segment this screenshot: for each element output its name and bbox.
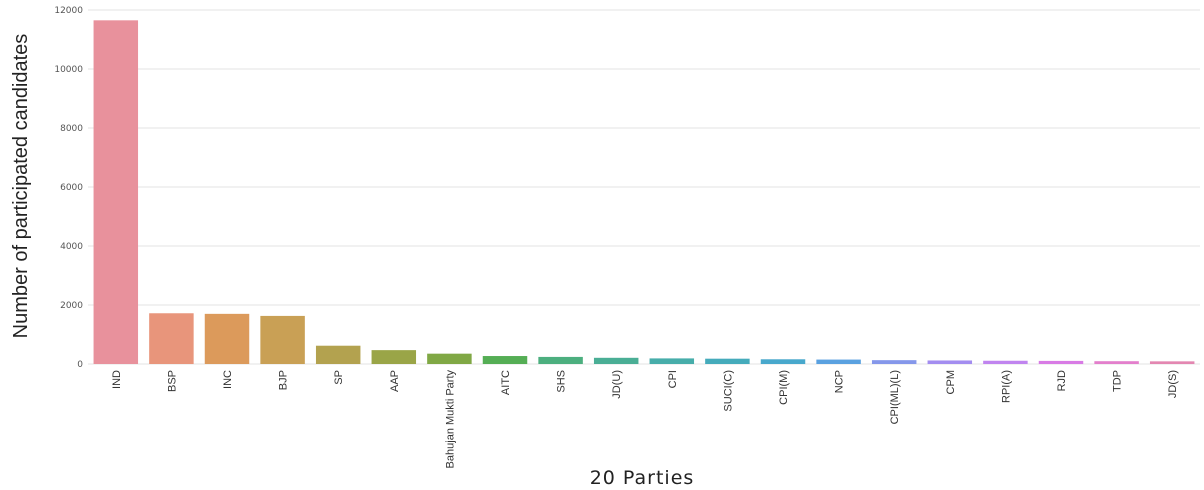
- bars: [93, 20, 1195, 364]
- grid-lines: [88, 9, 1200, 365]
- bar-jd-s: [1149, 361, 1195, 364]
- bar-suci-c: [705, 358, 750, 364]
- x-tick-label: SHS: [556, 370, 568, 393]
- y-tick-label: 8000: [60, 124, 83, 134]
- bar-rjd: [1038, 360, 1084, 364]
- x-tick-label: TDP: [1112, 370, 1124, 392]
- y-tick-label: 12000: [54, 6, 83, 16]
- bar-cpi: [649, 358, 695, 364]
- x-tick-label: JD(U): [611, 370, 623, 399]
- bar-ind: [93, 20, 139, 364]
- bar-inc: [204, 313, 250, 364]
- y-tick-label: 6000: [60, 183, 83, 193]
- x-tick-label: RPI(A): [1000, 370, 1012, 403]
- x-tick-label: SUCI(C): [722, 370, 734, 412]
- x-tick-label: BSP: [166, 370, 178, 392]
- bar-ncp: [816, 359, 861, 364]
- y-tick-label: 10000: [54, 65, 83, 75]
- bar-bahujan-mukti-party: [427, 353, 472, 364]
- x-tick-label: SP: [333, 370, 345, 385]
- y-axis-ticks: 0 2000 4000 6000 8000 10000 12000: [54, 6, 83, 370]
- bar-cpi-m: [760, 359, 806, 364]
- y-tick-label: 0: [77, 360, 83, 370]
- x-axis-ticks: IND BSP INC BJP SP AAP Bahujan Mukti Party AITC…: [111, 370, 1179, 469]
- bar-aap: [371, 350, 417, 364]
- bar-tdp: [1094, 361, 1139, 364]
- y-tick-label: 2000: [60, 301, 83, 311]
- x-tick-label: BJP: [278, 370, 290, 390]
- x-tick-label: CPI(ML)(L): [889, 370, 901, 424]
- bar-aitc: [482, 356, 528, 364]
- y-tick-label: 4000: [60, 242, 83, 252]
- bar-sp: [315, 345, 361, 364]
- x-tick-label: INC: [222, 370, 234, 389]
- y-axis-title: Number of participated candidates: [10, 34, 32, 339]
- bar-shs: [538, 356, 583, 364]
- x-tick-label: CPM: [945, 370, 957, 394]
- x-axis-title: 20 Parties: [590, 467, 695, 489]
- x-tick-label: AAP: [389, 370, 401, 392]
- bar-bjp: [260, 315, 305, 364]
- bar-rpi-a: [983, 360, 1028, 364]
- bar-jd-u: [593, 357, 639, 364]
- x-tick-label: IND: [111, 370, 123, 389]
- x-tick-label: AITC: [500, 370, 512, 395]
- x-tick-label: RJD: [1056, 370, 1068, 391]
- x-tick-label: Bahujan Mukti Party: [444, 370, 456, 469]
- x-tick-label: CPI: [667, 370, 679, 388]
- bar-bsp: [149, 313, 194, 364]
- bar-cpi-ml-l: [871, 360, 917, 364]
- bar-cpm: [927, 360, 973, 364]
- x-tick-label: NCP: [834, 370, 846, 393]
- x-tick-label: JD(S): [1167, 370, 1179, 398]
- x-tick-label: CPI(M): [778, 370, 790, 405]
